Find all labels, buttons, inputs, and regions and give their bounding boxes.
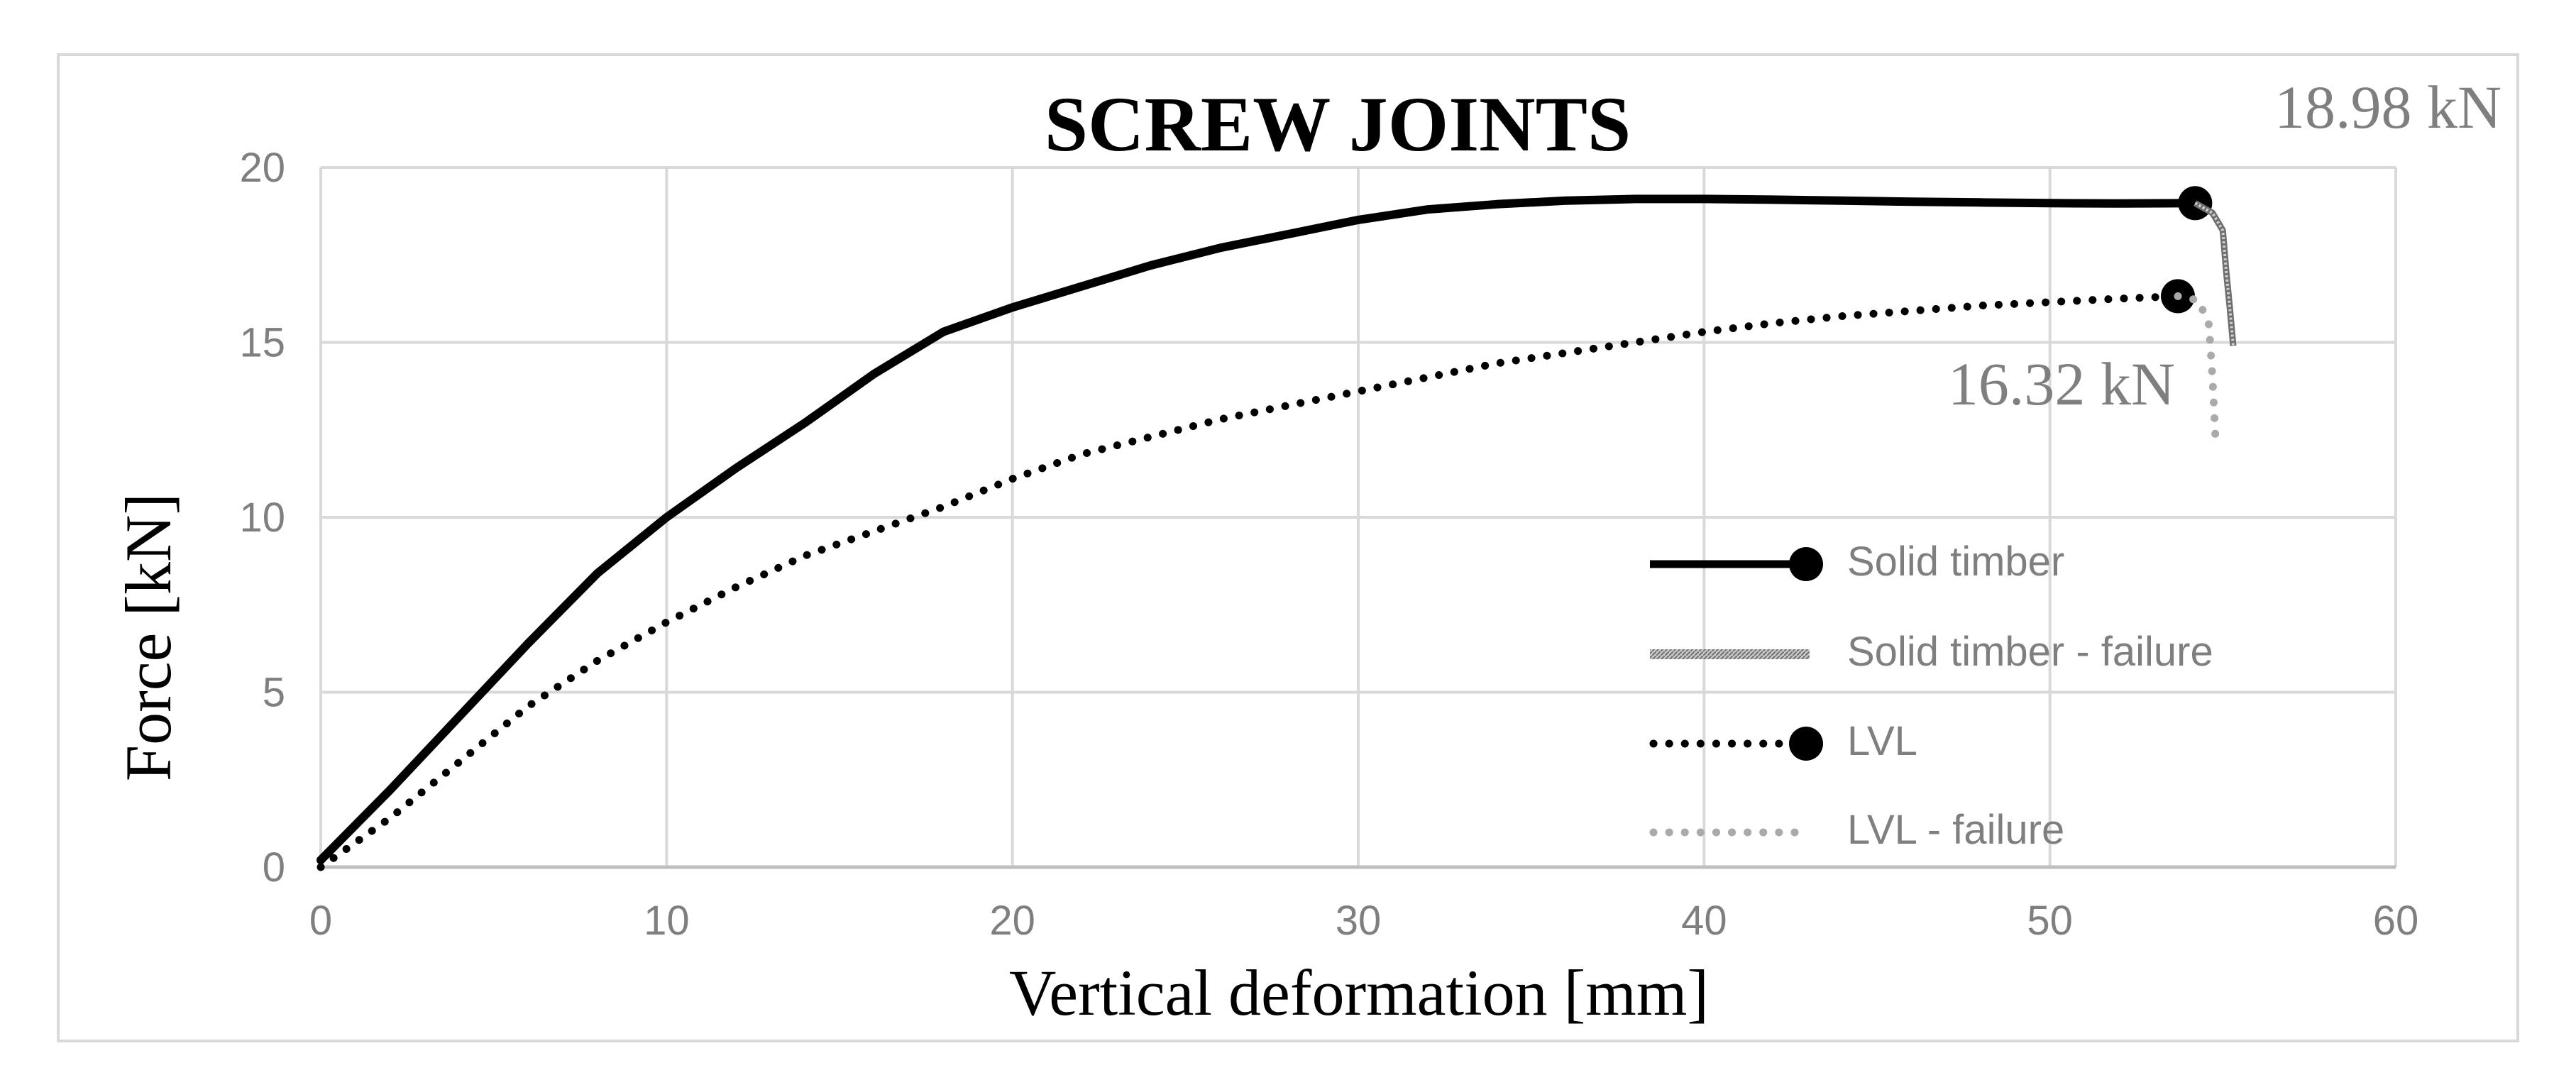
y-tick-label: 5: [263, 670, 285, 716]
legend-label-solid-timber-failure: Solid timber - failure: [1847, 629, 2213, 675]
x-tick-label: 20: [989, 898, 1035, 944]
legend-item-solid-timber-failure: Solid timber - failure: [1650, 629, 2213, 675]
y-tick-label: 15: [239, 320, 285, 366]
series-line-solid-timber-failure: [2194, 202, 2235, 346]
chart-frame: [57, 53, 2519, 1042]
legend-item-lvl: LVL: [1649, 718, 1917, 764]
series-group: [317, 186, 2237, 871]
legend-item-lvl-failure: LVL - failure: [1649, 807, 2064, 853]
legend-label-lvl-failure: LVL - failure: [1847, 807, 2064, 853]
x-tick-label: 30: [1336, 898, 1382, 944]
x-tick-label: 50: [2027, 898, 2073, 944]
annotation-solid-timber-max: 18.98 kN: [2274, 73, 2501, 141]
legend-label-lvl: LVL: [1847, 718, 1917, 764]
legend-label-solid-timber: Solid timber: [1847, 539, 2064, 585]
legend: Solid timber Solid timber - failure LVL …: [1649, 539, 2213, 853]
x-tick-label: 10: [644, 898, 690, 944]
annotation-lvl-max: 16.32 kN: [1948, 350, 2175, 418]
x-tick-label: 60: [2373, 898, 2419, 944]
x-tick-label: 0: [309, 898, 332, 944]
y-axis-label: Force [kN]: [112, 493, 185, 781]
x-axis-label: Vertical deformation [mm]: [1009, 957, 1709, 1029]
chart-title: SCREW JOINTS: [1045, 81, 1631, 167]
series-line-solid-timber: [317, 194, 2200, 865]
y-tick-label: 0: [263, 844, 285, 891]
series-line-lvl: [317, 292, 2182, 871]
series-line-lvl-failure: [2174, 292, 2220, 451]
y-tick-label: 10: [239, 495, 285, 541]
y-tick-label: 20: [239, 145, 285, 191]
legend-item-solid-timber: Solid timber: [1650, 539, 2064, 585]
x-tick-label: 40: [1681, 898, 1727, 944]
axes: 0 10 20 30 40 50 60 0 5 10 15 20: [239, 145, 2418, 944]
